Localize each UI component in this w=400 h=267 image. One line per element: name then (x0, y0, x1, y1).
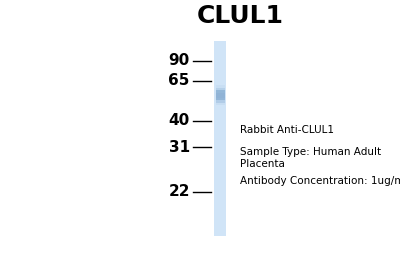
Text: 22: 22 (168, 184, 190, 199)
Bar (214, 41, 226, 236)
Text: CLUL1: CLUL1 (196, 4, 284, 28)
Text: Rabbit Anti-CLUL1: Rabbit Anti-CLUL1 (240, 125, 334, 135)
Bar (216, 93, 225, 103)
Text: Antibody Concentration: 1ug/mL: Antibody Concentration: 1ug/mL (240, 176, 400, 186)
Text: 31: 31 (169, 140, 190, 155)
Text: 40: 40 (168, 113, 190, 128)
Bar (216, 95, 225, 105)
Bar (216, 85, 225, 95)
Text: Sample Type: Human Adult
Placenta: Sample Type: Human Adult Placenta (240, 147, 381, 169)
Text: 65: 65 (168, 73, 190, 88)
Text: 90: 90 (168, 53, 190, 68)
Bar (216, 88, 225, 97)
Bar (216, 90, 225, 100)
